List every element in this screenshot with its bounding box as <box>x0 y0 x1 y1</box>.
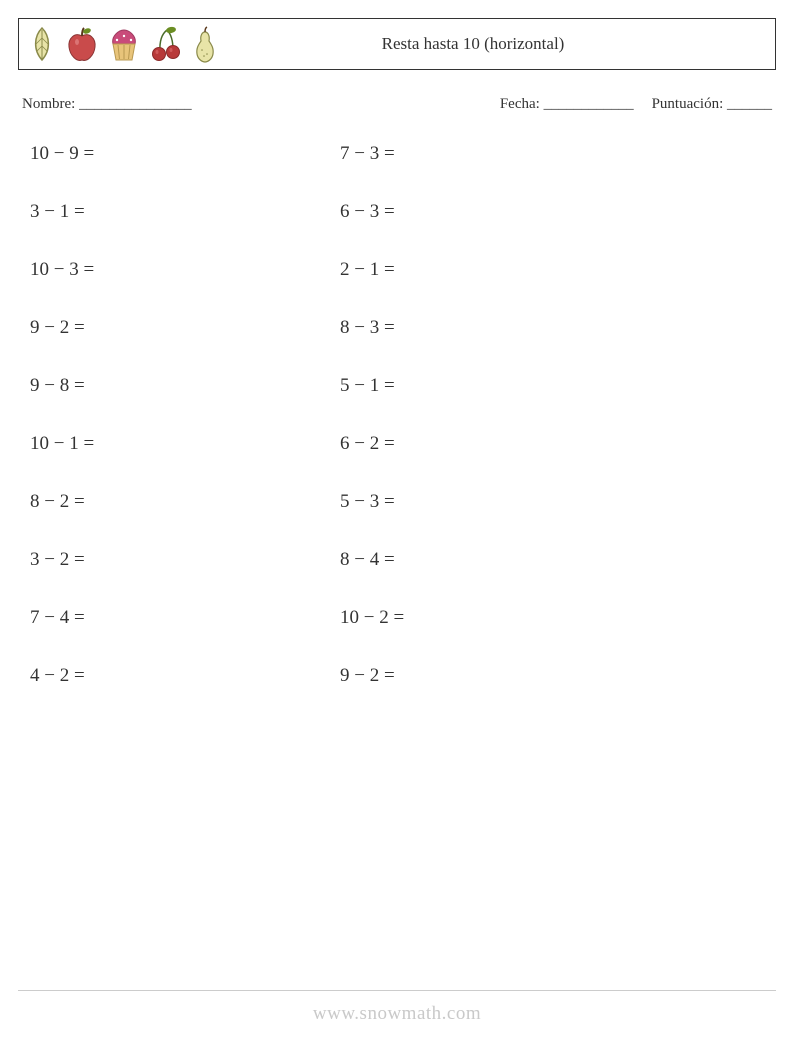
problem-cell: 10 − 1 = <box>30 433 340 455</box>
problem-cell: 7 − 4 = <box>30 607 340 629</box>
name-field: Nombre: _______________ <box>22 96 192 113</box>
problem-cell: 8 − 4 = <box>340 549 650 571</box>
problem-cell: 10 − 3 = <box>30 259 340 281</box>
problem-cell: 10 − 9 = <box>30 143 340 165</box>
problem-cell: 8 − 3 = <box>340 317 650 339</box>
problem-cell: 8 − 2 = <box>30 491 340 513</box>
cupcake-icon <box>107 24 141 64</box>
header-box: Resta hasta 10 (horizontal) <box>18 18 776 70</box>
problem-cell: 6 − 2 = <box>340 433 650 455</box>
problem-cell: 4 − 2 = <box>30 665 340 687</box>
problem-cell: 5 − 3 = <box>340 491 650 513</box>
problem-cell: 7 − 3 = <box>340 143 650 165</box>
problem-cell: 5 − 1 = <box>340 375 650 397</box>
problem-cell: 3 − 1 = <box>30 201 340 223</box>
problem-cell: 9 − 2 = <box>30 317 340 339</box>
info-spacer <box>192 96 500 113</box>
problem-cell: 9 − 2 = <box>340 665 650 687</box>
footer-url: www.snowmath.com <box>0 1003 794 1025</box>
cherries-icon <box>149 24 183 64</box>
date-field: Fecha: ____________ <box>500 96 634 113</box>
apple-icon <box>65 24 99 64</box>
worksheet-page: Resta hasta 10 (horizontal) Nombre: ____… <box>0 0 794 687</box>
header-icons <box>27 24 219 64</box>
problem-cell: 2 − 1 = <box>340 259 650 281</box>
leaf-icon <box>27 24 57 64</box>
footer-divider <box>18 990 776 991</box>
pear-icon <box>191 24 219 64</box>
problem-cell: 9 − 8 = <box>30 375 340 397</box>
score-field: Puntuación: ______ <box>652 96 772 113</box>
info-line: Nombre: _______________ Fecha: _________… <box>18 96 776 113</box>
problem-cell: 6 − 3 = <box>340 201 650 223</box>
worksheet-title: Resta hasta 10 (horizontal) <box>219 34 767 54</box>
problems-grid: 10 − 9 =7 − 3 = 3 − 1 =6 − 3 = 10 − 3 =2 −… <box>18 143 776 687</box>
problem-cell: 3 − 2 = <box>30 549 340 571</box>
problem-cell: 10 − 2 = <box>340 607 650 629</box>
